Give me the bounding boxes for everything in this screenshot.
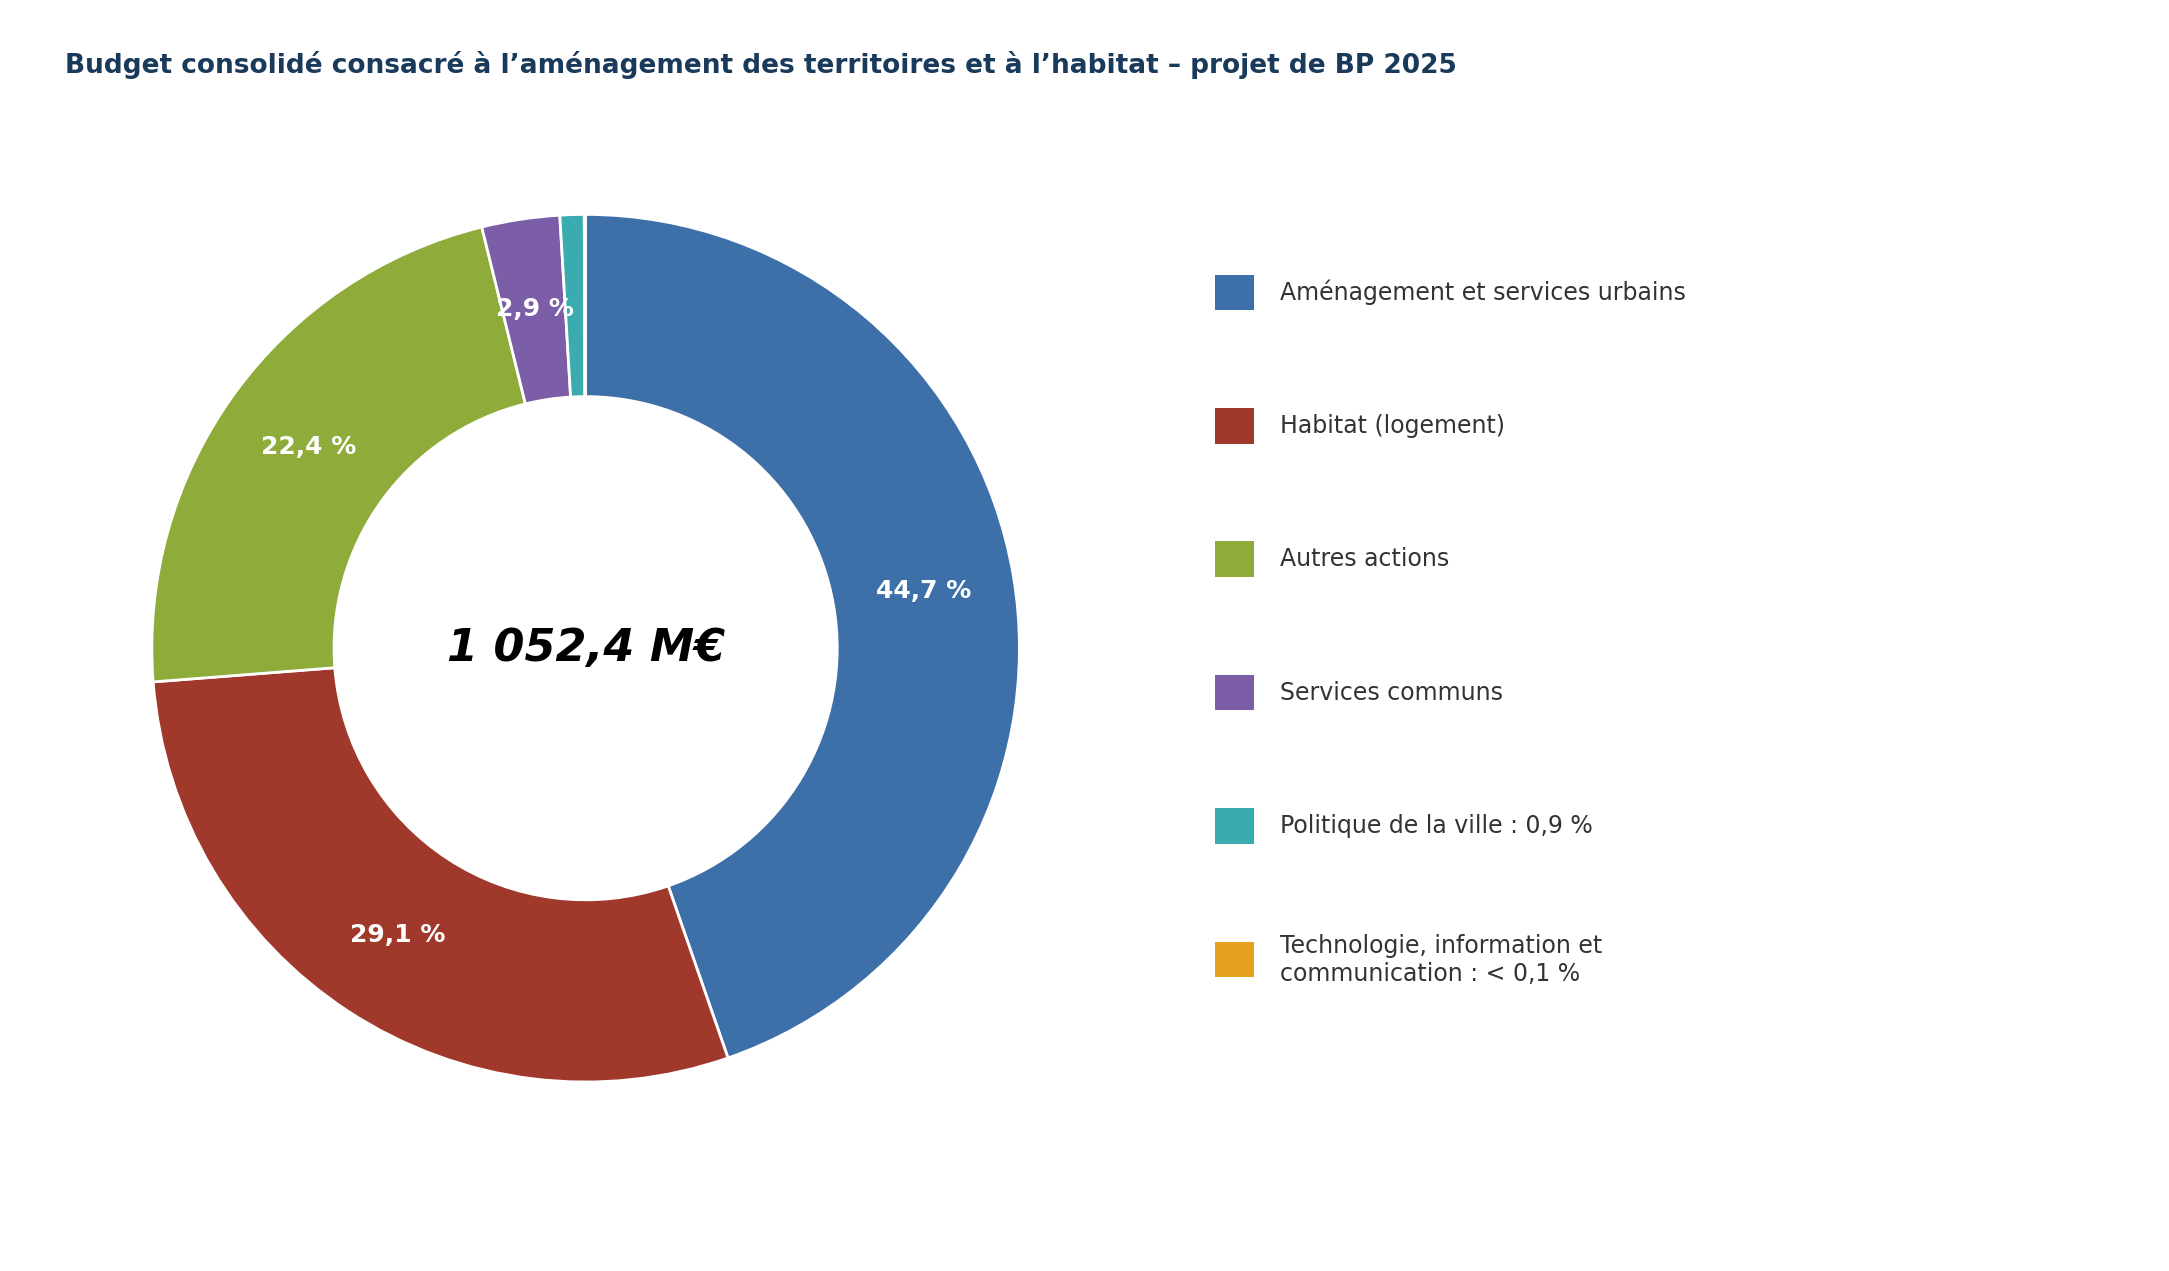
Text: Habitat (logement): Habitat (logement) xyxy=(1280,414,1505,437)
Text: 29,1 %: 29,1 % xyxy=(349,923,445,947)
Text: 1 052,4 M€: 1 052,4 M€ xyxy=(447,627,724,670)
Text: Politique de la ville : 0,9 %: Politique de la ville : 0,9 % xyxy=(1280,815,1592,838)
Wedge shape xyxy=(482,215,570,404)
Text: 44,7 %: 44,7 % xyxy=(876,580,972,604)
Wedge shape xyxy=(154,667,729,1082)
Text: Aménagement et services urbains: Aménagement et services urbains xyxy=(1280,280,1685,305)
Text: 22,4 %: 22,4 % xyxy=(260,435,356,459)
Wedge shape xyxy=(586,215,1019,1057)
Text: Technologie, information et
communication : < 0,1 %: Technologie, information et communicatio… xyxy=(1280,934,1603,985)
Text: Budget consolidé consacré à l’aménagement des territoires et à l’habitat – proje: Budget consolidé consacré à l’aménagemen… xyxy=(65,51,1458,79)
Text: Services communs: Services communs xyxy=(1280,681,1503,704)
Wedge shape xyxy=(560,215,586,397)
Wedge shape xyxy=(152,228,525,681)
Text: Autres actions: Autres actions xyxy=(1280,548,1449,571)
Text: 2,9 %: 2,9 % xyxy=(497,297,575,322)
